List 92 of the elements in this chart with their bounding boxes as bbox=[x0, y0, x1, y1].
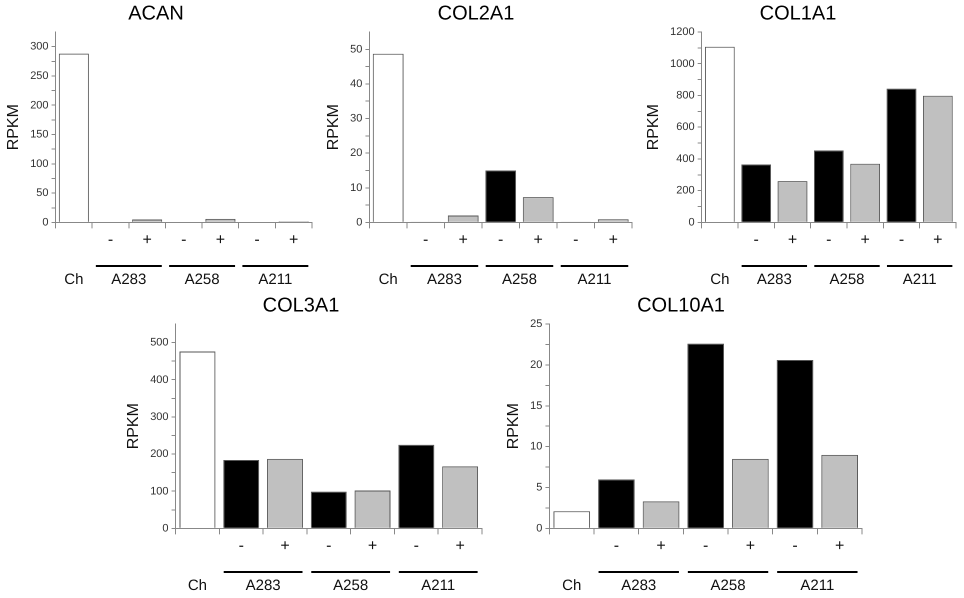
x-tick-label: + bbox=[788, 231, 798, 248]
y-tick-label: 1200 bbox=[670, 26, 695, 38]
x-tick-label: - bbox=[181, 231, 186, 248]
chart-title: COL10A1 bbox=[637, 294, 725, 317]
x-tick-label: + bbox=[835, 537, 844, 554]
x-tick-label: - bbox=[614, 537, 620, 554]
x-tick-label: + bbox=[455, 537, 465, 554]
text: Ch bbox=[562, 577, 582, 594]
y-tick-label: 40 bbox=[350, 78, 362, 90]
y-tick-label: 0 bbox=[356, 216, 362, 228]
x-tick-label: - bbox=[108, 231, 114, 248]
x-tick-label: + bbox=[746, 537, 756, 554]
y-tick-label: 500 bbox=[150, 336, 169, 349]
x-tick-label: + bbox=[280, 537, 290, 554]
y-tick-label: 30 bbox=[350, 112, 362, 125]
x-tick-label: - bbox=[792, 537, 798, 554]
x-tick-label: - bbox=[826, 231, 832, 248]
x-tick-label: + bbox=[933, 231, 943, 248]
y-tick-label: 0 bbox=[42, 216, 49, 228]
text: A211 bbox=[421, 577, 456, 594]
x-tick-label: + bbox=[534, 231, 543, 248]
y-tick-label: 5 bbox=[536, 482, 542, 494]
y-tick-label: 200 bbox=[676, 184, 695, 197]
y-tick-label: 300 bbox=[150, 410, 169, 423]
y-axis-title: RPKM bbox=[505, 403, 522, 450]
chart-title: ACAN bbox=[128, 2, 184, 25]
y-tick-label: 50 bbox=[350, 43, 362, 56]
y-tick-label: 20 bbox=[530, 358, 542, 371]
y-axis-title: RPKM bbox=[645, 104, 662, 150]
y-tick-label: 150 bbox=[30, 128, 49, 141]
y-tick-label: 0 bbox=[536, 522, 542, 534]
text: A211 bbox=[800, 577, 834, 594]
y-tick-label: 250 bbox=[30, 70, 49, 82]
x-tick-label: - bbox=[254, 231, 260, 248]
x-tick-label: + bbox=[142, 231, 152, 248]
text: A258 bbox=[710, 577, 746, 594]
x-tick-label: - bbox=[498, 231, 504, 248]
chart-title: COL2A1 bbox=[438, 2, 514, 25]
y-tick-label: 100 bbox=[30, 158, 49, 170]
y-tick-label: 1000 bbox=[670, 58, 695, 70]
y-tick-label: 0 bbox=[688, 216, 695, 228]
y-axis-title: RPKM bbox=[5, 104, 22, 150]
x-tick-label: - bbox=[703, 537, 708, 554]
text: A283 bbox=[426, 271, 462, 288]
x-tick-label: + bbox=[289, 231, 298, 248]
text: A283 bbox=[621, 577, 656, 594]
x-tick-label: - bbox=[573, 231, 578, 248]
x-tick-label: - bbox=[754, 231, 759, 248]
y-tick-label: 10 bbox=[350, 182, 362, 194]
text: A258 bbox=[829, 271, 865, 288]
text: A283 bbox=[246, 577, 281, 594]
text: Ch bbox=[378, 271, 398, 288]
text: A258 bbox=[184, 271, 220, 288]
chart-title: COL3A1 bbox=[262, 294, 340, 317]
y-tick-label: 15 bbox=[530, 400, 542, 412]
y-axis-title: RPKM bbox=[125, 403, 142, 450]
x-tick-label: - bbox=[238, 537, 244, 554]
text: Ch bbox=[64, 271, 84, 288]
x-tick-label: + bbox=[656, 537, 666, 554]
x-tick-label: - bbox=[414, 537, 419, 554]
y-tick-label: 800 bbox=[676, 90, 695, 102]
x-tick-label: - bbox=[423, 231, 428, 248]
x-tick-label: + bbox=[458, 231, 468, 248]
text: A211 bbox=[902, 271, 937, 288]
text: Ch bbox=[710, 271, 730, 288]
y-tick-label: 50 bbox=[36, 187, 49, 200]
y-tick-label: 100 bbox=[150, 485, 169, 498]
text: A283 bbox=[756, 271, 792, 288]
x-tick-label: + bbox=[860, 231, 870, 248]
chart-title: COL1A1 bbox=[760, 2, 836, 25]
text: A258 bbox=[502, 271, 537, 288]
x-tick-label: + bbox=[608, 231, 618, 248]
text: A258 bbox=[333, 577, 368, 594]
y-tick-label: 20 bbox=[350, 147, 362, 160]
y-tick-label: 600 bbox=[676, 121, 695, 134]
y-tick-label: 200 bbox=[150, 448, 169, 460]
y-tick-label: 300 bbox=[30, 40, 49, 53]
y-tick-label: 0 bbox=[162, 522, 169, 534]
x-tick-label: - bbox=[898, 231, 904, 248]
y-axis-title: RPKM bbox=[325, 104, 342, 150]
text: A211 bbox=[258, 271, 292, 288]
y-tick-label: 400 bbox=[150, 374, 169, 386]
y-tick-label: 25 bbox=[530, 318, 542, 330]
text: Ch bbox=[188, 577, 208, 594]
x-tick-label: + bbox=[368, 537, 378, 554]
text: A283 bbox=[111, 271, 146, 288]
y-tick-label: 10 bbox=[530, 440, 542, 453]
x-tick-label: - bbox=[326, 537, 332, 554]
y-tick-label: 200 bbox=[30, 99, 49, 112]
text: A211 bbox=[578, 271, 612, 288]
x-tick-label: + bbox=[216, 231, 226, 248]
y-tick-label: 400 bbox=[676, 152, 695, 165]
